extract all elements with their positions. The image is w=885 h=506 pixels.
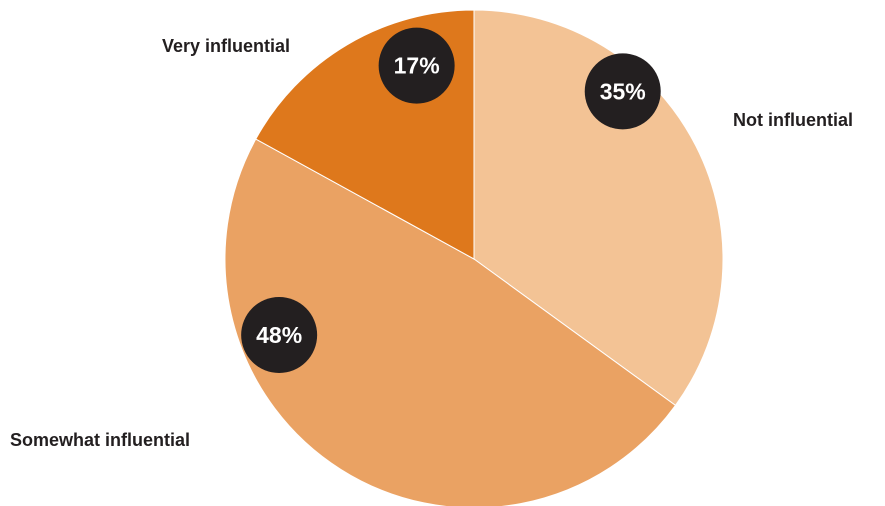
slice-label-not-influential: Not influential [733,110,853,130]
slice-label-somewhat-influential: Somewhat influential [10,430,190,450]
value-label-somewhat-influential: 48% [256,322,302,348]
slice-label-very-influential: Very influential [162,36,290,56]
value-label-not-influential: 35% [600,78,646,104]
value-label-very-influential: 17% [394,53,440,79]
